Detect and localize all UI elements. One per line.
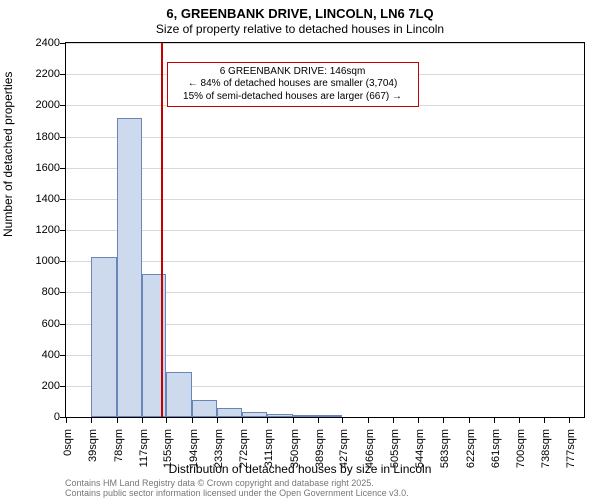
y-tick-label: 600: [10, 318, 60, 330]
x-tick-mark: [418, 418, 419, 423]
x-tick-mark: [342, 418, 343, 423]
footer-line-1: Contains HM Land Registry data © Crown c…: [65, 478, 374, 488]
x-tick-mark: [192, 418, 193, 423]
histogram-bar: [217, 408, 242, 417]
x-axis-label: Distribution of detached houses by size …: [0, 462, 600, 476]
x-tick-mark: [217, 418, 218, 423]
y-tick-label: 1200: [10, 224, 60, 236]
y-tick-mark: [60, 74, 65, 75]
y-tick-mark: [60, 417, 65, 418]
y-tick-label: 400: [10, 349, 60, 361]
x-tick-mark: [242, 418, 243, 423]
y-tick-label: 2400: [10, 37, 60, 49]
gridline: [66, 230, 584, 231]
y-tick-mark: [60, 105, 65, 106]
gridline: [66, 168, 584, 169]
histogram-bar: [242, 412, 267, 417]
x-tick-mark: [318, 418, 319, 423]
x-tick-mark: [166, 418, 167, 423]
chart-subtitle: Size of property relative to detached ho…: [0, 22, 600, 36]
annotation-line: 15% of semi-detached houses are larger (…: [173, 91, 413, 104]
histogram-bar: [117, 118, 142, 417]
chart-title: 6, GREENBANK DRIVE, LINCOLN, LN6 7LQ: [0, 6, 600, 21]
property-marker-line: [161, 43, 163, 417]
x-tick-mark: [519, 418, 520, 423]
x-tick-mark: [293, 418, 294, 423]
y-tick-label: 200: [10, 380, 60, 392]
x-tick-mark: [393, 418, 394, 423]
y-tick-mark: [60, 386, 65, 387]
x-tick-mark: [569, 418, 570, 423]
y-tick-mark: [60, 137, 65, 138]
y-axis-label: Number of detached properties: [1, 72, 15, 237]
x-tick-mark: [91, 418, 92, 423]
annotation-line: ← 84% of detached houses are smaller (3,…: [173, 78, 413, 91]
y-tick-mark: [60, 199, 65, 200]
y-tick-label: 2200: [10, 68, 60, 80]
x-tick-mark: [443, 418, 444, 423]
y-tick-label: 1400: [10, 193, 60, 205]
y-tick-mark: [60, 324, 65, 325]
histogram-bar: [166, 372, 191, 417]
gridline: [66, 43, 584, 44]
y-tick-mark: [60, 168, 65, 169]
histogram-bar: [293, 415, 318, 417]
y-tick-mark: [60, 261, 65, 262]
x-tick-mark: [66, 418, 67, 423]
x-tick-mark: [494, 418, 495, 423]
y-tick-label: 1600: [10, 162, 60, 174]
x-tick-mark: [469, 418, 470, 423]
gridline: [66, 199, 584, 200]
y-tick-mark: [60, 43, 65, 44]
y-tick-label: 1000: [10, 255, 60, 267]
histogram-bar: [192, 400, 217, 417]
histogram-bar: [142, 274, 167, 417]
y-tick-label: 2000: [10, 99, 60, 111]
histogram-chart: 6, GREENBANK DRIVE, LINCOLN, LN6 7LQ Siz…: [0, 0, 600, 500]
gridline: [66, 261, 584, 262]
plot-area: 6 GREENBANK DRIVE: 146sqm← 84% of detach…: [65, 42, 585, 418]
histogram-bar: [318, 415, 343, 417]
y-tick-mark: [60, 292, 65, 293]
histogram-bar: [267, 414, 292, 417]
x-tick-mark: [544, 418, 545, 423]
y-tick-label: 0: [10, 411, 60, 423]
x-tick-mark: [267, 418, 268, 423]
y-tick-label: 800: [10, 286, 60, 298]
y-tick-mark: [60, 355, 65, 356]
y-tick-mark: [60, 230, 65, 231]
annotation-line: 6 GREENBANK DRIVE: 146sqm: [173, 66, 413, 79]
y-tick-label: 1800: [10, 131, 60, 143]
x-tick-mark: [117, 418, 118, 423]
annotation-box: 6 GREENBANK DRIVE: 146sqm← 84% of detach…: [167, 62, 419, 108]
x-tick-mark: [368, 418, 369, 423]
histogram-bar: [91, 257, 116, 417]
footer-line-2: Contains public sector information licen…: [65, 488, 409, 498]
x-tick-mark: [142, 418, 143, 423]
gridline: [66, 137, 584, 138]
